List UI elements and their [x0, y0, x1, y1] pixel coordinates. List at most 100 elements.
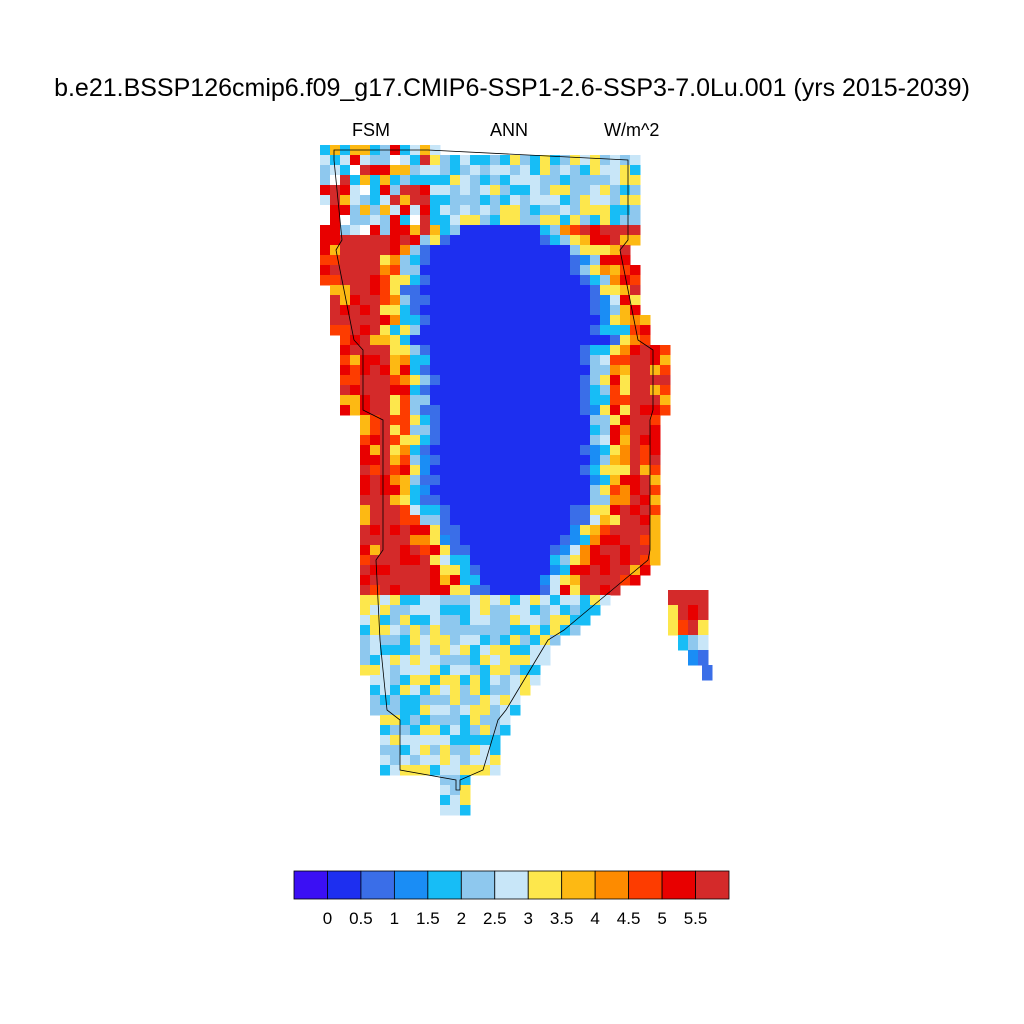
- map-cell: [440, 445, 451, 456]
- map-cell: [420, 185, 431, 196]
- map-cell: [460, 375, 471, 386]
- map-cell: [550, 605, 561, 616]
- map-cell: [470, 735, 481, 746]
- map-cell: [580, 595, 591, 606]
- map-cell: [490, 585, 501, 596]
- map-cell: [360, 165, 371, 176]
- map-cell: [620, 165, 631, 176]
- map-cell: [340, 325, 351, 336]
- map-cell: [560, 305, 571, 316]
- map-cell: [540, 575, 551, 586]
- map-cell: [500, 295, 511, 306]
- map-cell: [430, 635, 441, 646]
- map-cell: [490, 275, 501, 286]
- map-cell: [540, 445, 551, 456]
- map-cell: [380, 295, 391, 306]
- map-cell: [540, 515, 551, 526]
- map-cell: [620, 175, 631, 186]
- map-cell: [520, 535, 531, 546]
- map-cell: [420, 415, 431, 426]
- map-cell: [550, 275, 561, 286]
- map-cell: [430, 415, 441, 426]
- map-cell: [370, 625, 381, 636]
- map-cell: [360, 665, 371, 676]
- map-cell: [320, 245, 331, 256]
- map-cell: [490, 325, 501, 336]
- map-cell: [460, 585, 471, 596]
- map-cell: [610, 495, 621, 506]
- map-cells: [320, 145, 713, 816]
- map-cell: [360, 285, 371, 296]
- map-cell: [400, 235, 411, 246]
- map-cell: [600, 445, 611, 456]
- map-cell: [490, 205, 501, 216]
- map-cell: [430, 575, 441, 586]
- map-cell: [480, 355, 491, 366]
- map-cell: [380, 655, 391, 666]
- map-cell: [380, 555, 391, 566]
- map-cell: [450, 385, 461, 396]
- map-cell: [380, 215, 391, 226]
- map-cell: [520, 455, 531, 466]
- map-cell: [460, 545, 471, 556]
- map-cell: [560, 455, 571, 466]
- map-cell: [530, 605, 541, 616]
- map-cell: [570, 605, 581, 616]
- map-cell: [360, 585, 371, 596]
- map-cell: [450, 395, 461, 406]
- map-cell: [640, 385, 651, 396]
- map-cell: [350, 345, 361, 356]
- units-label: W/m^2: [604, 120, 660, 140]
- map-cell: [500, 385, 511, 396]
- map-cell: [490, 465, 501, 476]
- map-cell: [430, 435, 441, 446]
- map-cell: [470, 615, 481, 626]
- map-cell: [510, 635, 521, 646]
- map-cell: [500, 535, 511, 546]
- map-cell: [340, 205, 351, 216]
- map-cell: [530, 635, 541, 646]
- map-cell: [550, 615, 561, 626]
- map-cell: [380, 665, 391, 676]
- map-cell: [480, 335, 491, 346]
- map-cell: [698, 620, 709, 636]
- map-cell: [400, 695, 411, 706]
- map-cell: [390, 525, 401, 536]
- map-cell: [600, 225, 611, 236]
- map-cell: [460, 405, 471, 416]
- map-cell: [390, 275, 401, 286]
- map-cell: [500, 545, 511, 556]
- map-cell: [430, 315, 441, 326]
- map-cell: [520, 565, 531, 576]
- map-cell: [550, 545, 561, 556]
- map-cell: [510, 235, 521, 246]
- map-cell: [480, 395, 491, 406]
- map-cell: [550, 555, 561, 566]
- map-cell: [500, 325, 511, 336]
- map-cell: [480, 735, 491, 746]
- map-cell: [430, 555, 441, 566]
- map-cell: [590, 335, 601, 346]
- map-cell: [490, 605, 501, 616]
- map-cell: [440, 195, 451, 206]
- map-cell: [400, 525, 411, 536]
- map-cell: [650, 445, 661, 456]
- map-cell: [510, 605, 521, 616]
- map-cell: [620, 545, 631, 556]
- map-cell: [640, 455, 651, 466]
- map-cell: [380, 195, 391, 206]
- map-cell: [370, 365, 381, 376]
- map-cell: [400, 215, 411, 226]
- map-cell: [540, 475, 551, 486]
- map-cell: [570, 255, 581, 266]
- map-cell: [380, 575, 391, 586]
- map-cell: [430, 675, 441, 686]
- map-cell: [430, 295, 441, 306]
- map-cell: [550, 355, 561, 366]
- map-cell: [440, 155, 451, 166]
- map-cell: [610, 155, 621, 166]
- map-cell: [640, 505, 651, 516]
- map-cell: [490, 345, 501, 356]
- map-cell: [410, 705, 421, 716]
- map-cell: [510, 355, 521, 366]
